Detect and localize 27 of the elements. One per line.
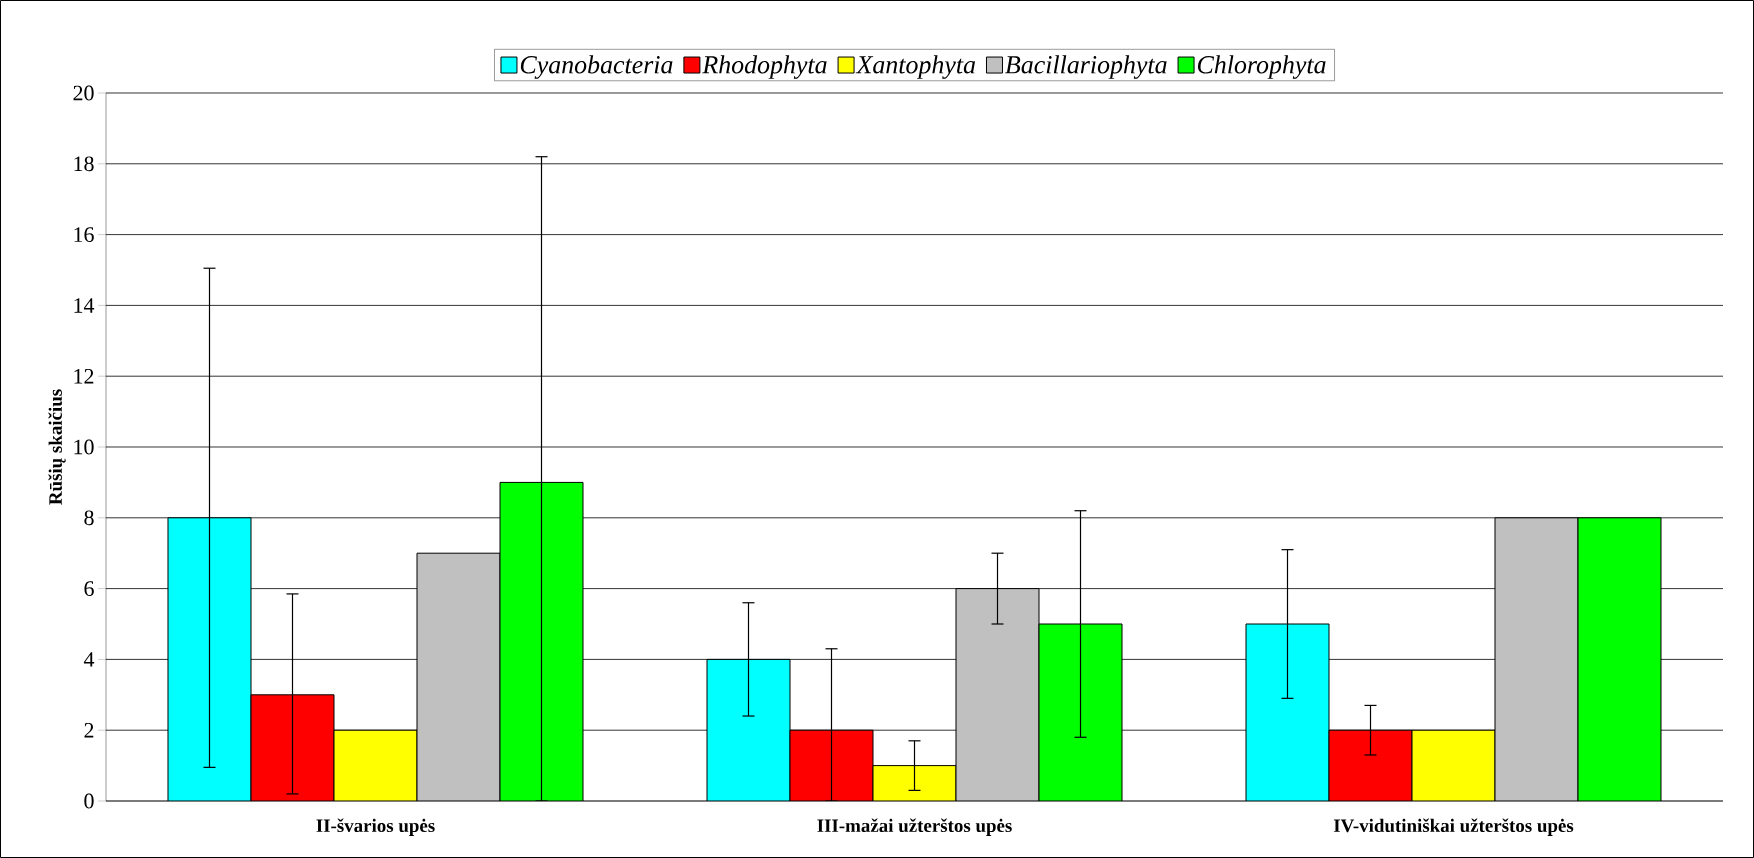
x-tick-label: IV-vidutiniškai užterštos upės	[1333, 818, 1574, 836]
y-tick-label: 14	[74, 298, 95, 313]
y-tick-label: 0	[84, 793, 94, 809]
legend-label: Chlorophyta	[1197, 55, 1326, 79]
bar	[706, 658, 791, 801]
legend-label: Xantophyta	[855, 55, 976, 79]
y-axis-title: Rūšių skaičius	[48, 389, 66, 505]
bar	[416, 552, 501, 801]
bar	[1245, 623, 1330, 801]
bar	[1494, 517, 1579, 801]
bar	[333, 729, 418, 801]
y-tick-label: 2	[84, 722, 94, 738]
legend-label: Bacillariophyta	[1005, 55, 1167, 79]
y-tick-label: 20	[73, 85, 94, 101]
bar	[1411, 729, 1496, 801]
y-tick-label: 4	[83, 652, 95, 667]
bar	[1328, 729, 1413, 801]
x-tick-label: II-švarios upės	[316, 818, 435, 836]
y-tick-label: 10	[74, 439, 94, 455]
y-tick-label: 12	[74, 368, 94, 384]
y-tick-label: 16	[74, 227, 94, 242]
legend-label: Rhodophyta	[702, 55, 827, 79]
y-tick-label: 8	[84, 510, 94, 526]
x-tick-label: III-mažai užterštos upės	[817, 818, 1012, 836]
y-tick-label: 18	[74, 156, 94, 172]
legend-label: Cyanobacteria	[520, 55, 673, 79]
y-tick-label: 6	[84, 581, 94, 596]
